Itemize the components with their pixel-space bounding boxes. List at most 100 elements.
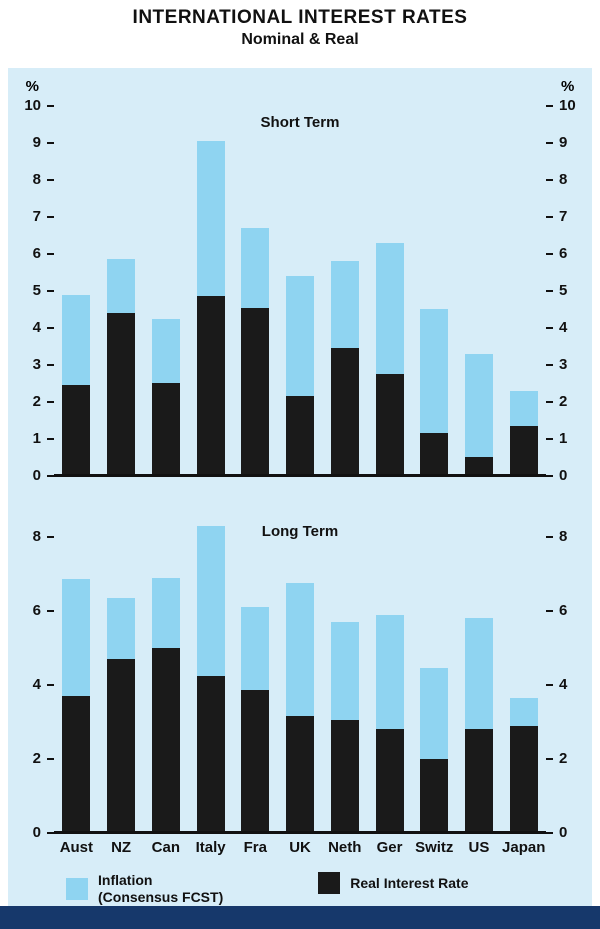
- bar-slot-switz: [412, 309, 457, 474]
- category-label-uk: UK: [289, 839, 311, 856]
- percent-axis-label: %: [561, 78, 575, 95]
- y-tick-label: 2: [559, 750, 568, 767]
- y-tick-label: 1: [32, 430, 41, 447]
- y-tick-mark: [546, 438, 553, 440]
- bar-slot-aust: [54, 294, 99, 474]
- category-label-nz: NZ: [111, 839, 132, 856]
- y-tick-mark: [47, 216, 54, 218]
- bar-slot-ger: [367, 614, 412, 831]
- bar-can: [151, 577, 180, 831]
- bar-segment-inflation: [196, 525, 225, 676]
- bar-slot-fra: [233, 227, 278, 474]
- y-tick-label: 6: [32, 602, 41, 619]
- bar-segment-real: [62, 385, 91, 474]
- bar-segment-real: [241, 690, 270, 831]
- y-tick-mark: [47, 536, 54, 538]
- y-tick-label: 1: [559, 430, 568, 447]
- bar-segment-real: [241, 307, 270, 474]
- bar-segment-real: [62, 695, 91, 831]
- chart-header: INTERNATIONAL INTEREST RATES Nominal & R…: [0, 0, 600, 68]
- bar-italy: [196, 525, 225, 831]
- y-tick-mark: [546, 401, 553, 403]
- y-tick-mark: [546, 364, 553, 366]
- y-tick-mark: [47, 610, 54, 612]
- bar-slot-can: [143, 318, 188, 474]
- y-axis-right-long: 0 2 4 6 8: [546, 513, 592, 841]
- legend: Inflation (Consensus FCST) Real Interest…: [66, 872, 592, 906]
- bar-neth: [330, 261, 359, 474]
- chart-background: 0 1 2 3 4 5 6 7 8 9 10% Short Term 0 1 2 3 4 5 6 7 8 9 10% 0…: [8, 68, 592, 906]
- bar-slot-us: [457, 353, 502, 474]
- y-tick-label: 7: [32, 208, 41, 225]
- y-axis-left-long: 0 2 4 6 8: [8, 513, 54, 841]
- bar-slot-aust: [54, 579, 99, 831]
- real-rate-legend-label: Real Interest Rate: [350, 874, 469, 891]
- y-tick-mark: [546, 536, 553, 538]
- y-tick-mark: [546, 475, 553, 477]
- percent-axis-label: %: [25, 78, 39, 95]
- panel-title-long: Long Term: [261, 523, 339, 540]
- y-tick-label: 0: [559, 824, 568, 841]
- bar-segment-inflation: [286, 276, 315, 397]
- chart-subtitle: Nominal & Real: [241, 31, 359, 48]
- y-tick-label: 4: [559, 676, 568, 693]
- bar-slot-fra: [233, 607, 278, 831]
- bar-slot-neth: [322, 621, 367, 831]
- bar-segment-inflation: [62, 579, 91, 696]
- chart-title: INTERNATIONAL INTEREST RATES: [132, 7, 468, 28]
- category-label-italy: Italy: [195, 839, 226, 856]
- category-label-can: Can: [151, 839, 180, 856]
- y-tick-mark: [47, 438, 54, 440]
- inflation-swatch: [66, 877, 88, 900]
- bar-segment-inflation: [62, 294, 91, 386]
- bar-us: [464, 353, 493, 474]
- bar-switz: [420, 668, 449, 831]
- bar-segment-inflation: [286, 583, 315, 717]
- category-label-us: US: [468, 839, 490, 856]
- y-tick-mark: [47, 758, 54, 760]
- bar-japan: [509, 390, 538, 474]
- y-tick-mark: [47, 401, 54, 403]
- bar-segment-real: [107, 658, 136, 831]
- y-tick-label: 2: [559, 393, 568, 410]
- real-rate-swatch: [318, 872, 341, 894]
- panel-short-term: 0 1 2 3 4 5 6 7 8 9 10% Short Term 0 1 2 3 4 5 6 7 8 9 10%: [8, 68, 592, 484]
- bars-long: [54, 513, 546, 831]
- bar-segment-real: [375, 729, 404, 831]
- y-tick-mark: [47, 832, 54, 834]
- category-label-switz: Switz: [415, 839, 454, 856]
- y-tick-mark: [546, 216, 553, 218]
- bar-segment-real: [286, 396, 315, 474]
- y-tick-mark: [47, 290, 54, 292]
- bar-italy: [196, 141, 225, 474]
- bar-segment-real: [196, 675, 225, 831]
- y-axis-left-short: 0 1 2 3 4 5 6 7 8 9 10%: [8, 78, 54, 484]
- category-label-aust: Aust: [59, 839, 94, 856]
- bar-segment-inflation: [464, 353, 493, 458]
- bar-segment-inflation: [241, 227, 270, 308]
- bar-slot-japan: [501, 390, 546, 474]
- y-tick-mark: [47, 327, 54, 329]
- y-tick-label: 9: [559, 134, 568, 151]
- bar-segment-real: [196, 296, 225, 474]
- bar-segment-real: [286, 716, 315, 831]
- y-tick-label: 2: [32, 393, 41, 410]
- y-tick-label: 9: [32, 134, 41, 151]
- bar-ger: [375, 614, 404, 831]
- inflation-legend-line1: Inflation: [98, 872, 153, 888]
- plot-area-short: Short Term: [54, 104, 546, 477]
- bar-slot-uk: [278, 276, 323, 474]
- y-tick-mark: [47, 179, 54, 181]
- bar-segment-real: [464, 729, 493, 831]
- bar-segment-inflation: [509, 390, 538, 426]
- y-tick-label: 5: [32, 282, 41, 299]
- bar-slot-switz: [412, 668, 457, 831]
- category-axis: Aust NZ Can Italy Fra UK Neth Ger Switz US Japan: [54, 839, 546, 856]
- y-tick-mark: [47, 253, 54, 255]
- y-tick-label: 8: [559, 528, 568, 545]
- category-label-japan: Japan: [502, 839, 546, 856]
- y-tick-mark: [546, 179, 553, 181]
- bar-can: [151, 318, 180, 474]
- legend-item-real: Real Interest Rate: [318, 872, 469, 894]
- y-tick-label: 3: [559, 356, 568, 373]
